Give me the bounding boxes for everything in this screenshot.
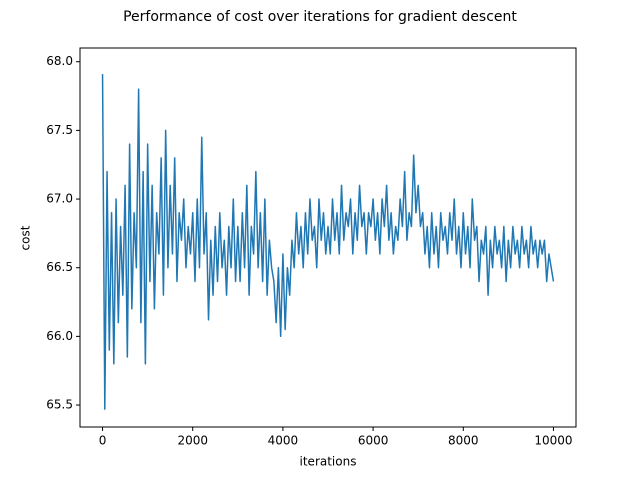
series-line [101,74,555,410]
x-tick-label: 6000 [358,434,389,448]
chart-title: Performance of cost over iterations for … [123,9,517,25]
plot-frame [79,47,577,428]
x-axis-label: iterations [300,455,357,469]
y-tick-label: 65.5 [46,398,73,412]
y-tick-label: 66.0 [46,329,73,343]
y-tick-label: 67.0 [46,192,73,206]
y-axis-label: cost [19,225,33,250]
y-tick-label: 66.5 [46,260,73,274]
x-tick-label: 0 [99,434,107,448]
x-tick-label: 2000 [177,434,208,448]
x-tick-label: 8000 [448,434,479,448]
x-tick-label: 4000 [268,434,299,448]
y-tick-label: 67.5 [46,123,73,137]
x-tick-label: 10000 [534,434,572,448]
y-tick-label: 68.0 [46,54,73,68]
